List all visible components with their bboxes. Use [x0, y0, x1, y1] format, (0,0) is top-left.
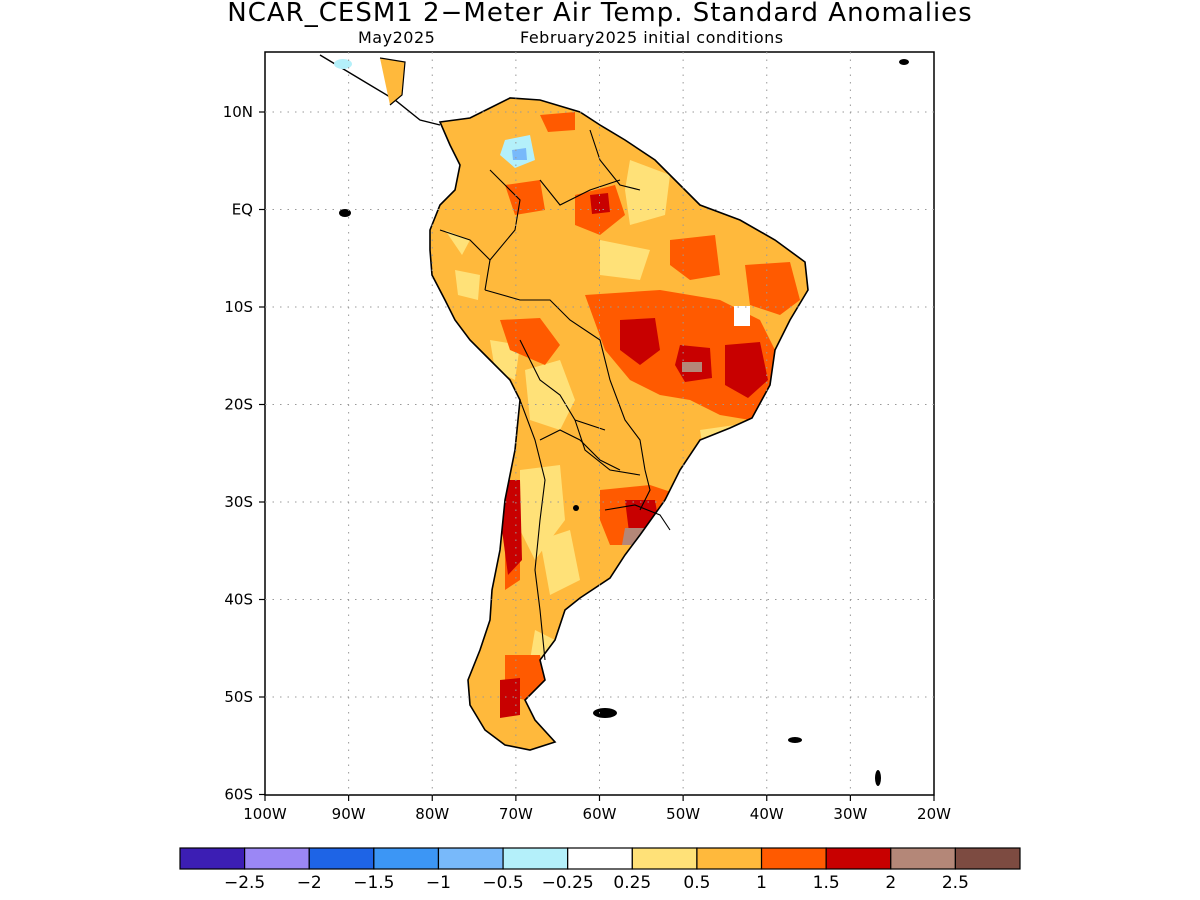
anomaly-region: [512, 148, 527, 160]
anomaly-region: [502, 480, 522, 575]
colorbar-swatch: [179, 847, 246, 870]
colorbar-label: −1: [426, 873, 451, 893]
lat-tick-label: 20S: [224, 396, 253, 414]
colorbar-label: 1.5: [813, 873, 840, 893]
anomaly-region: [745, 262, 800, 315]
colorbar-label: −0.25: [542, 873, 594, 893]
lon-tick-label: 50W: [666, 805, 700, 823]
colorbar-label: 0.5: [683, 873, 710, 893]
colorbar-swatch: [696, 847, 763, 870]
colorbar-label: 2: [885, 873, 896, 893]
lon-tick-label: 60W: [583, 805, 617, 823]
lat-tick-label: 50S: [224, 688, 253, 706]
lat-tick-label: EQ: [232, 201, 253, 219]
anomaly-region: [725, 342, 768, 398]
lon-tick-label: 90W: [332, 805, 366, 823]
lon-tick-label: 100W: [243, 805, 287, 823]
lon-tick-label: 70W: [499, 805, 533, 823]
anomaly-region: [500, 318, 560, 365]
anomaly-region: [734, 306, 750, 326]
colorbar-swatch: [890, 847, 956, 870]
lat-tick-label: 10N: [223, 103, 253, 121]
colorbar-swatch: [373, 847, 440, 870]
islands: [339, 59, 909, 786]
forecast-month: May2025: [358, 28, 436, 47]
anomaly-region: [670, 235, 720, 280]
anomaly-region: [600, 240, 650, 280]
graticule: 100W 90W 80W 70W 60W 50W 40W 30W 20W 10N EQ 10S 20S 3…: [223, 52, 951, 823]
colorbar-label: 1: [756, 873, 767, 893]
colorbar-swatch: [567, 847, 633, 870]
colorbar-swatch: [954, 847, 1021, 870]
colorbar-swatch: [760, 847, 827, 870]
anomaly-region: [540, 112, 575, 132]
anomaly-region: [625, 160, 670, 225]
lat-tick-label: 60S: [224, 786, 253, 804]
lon-tick-label: 20W: [917, 805, 951, 823]
colorbar: −2.5 −2 −1.5 −1 −0.5 −0.25 0.25 0.5 1 1.5 2 2.5: [179, 847, 1021, 893]
colorbar-swatch: [437, 847, 504, 870]
colorbar-label: −1.5: [353, 873, 394, 893]
lat-tick-label: 30S: [224, 493, 253, 511]
anomaly-region: [455, 270, 480, 300]
anomaly-region: [520, 465, 565, 560]
central-america-cool-spot: [334, 59, 352, 69]
colorbar-label: −2.5: [224, 873, 265, 893]
anomaly-region: [620, 318, 660, 365]
colorbar-swatch: [502, 847, 569, 870]
colorbar-label: −2: [297, 873, 322, 893]
lat-tick-label: 40S: [224, 591, 253, 609]
anomaly-region: [500, 678, 520, 718]
anomaly-region: [682, 362, 702, 372]
country-borders: [439, 129, 671, 661]
anomaly-region: [525, 360, 575, 430]
lon-tick-label: 40W: [750, 805, 784, 823]
colorbar-label: 2.5: [942, 873, 969, 893]
colorbar-label: −0.5: [482, 873, 523, 893]
anomaly-region: [445, 230, 470, 255]
colorbar-swatch: [825, 847, 892, 870]
colorbar-swatch: [244, 847, 310, 870]
lon-tick-label: 30W: [833, 805, 867, 823]
initial-conditions: February2025 initial conditions: [520, 28, 784, 47]
anomaly-region: [505, 180, 545, 215]
colorbar-label: 0.25: [613, 873, 651, 893]
lat-tick-label: 10S: [224, 298, 253, 316]
colorbar-swatch: [631, 847, 698, 870]
colorbar-swatch: [308, 847, 375, 870]
lon-tick-label: 80W: [415, 805, 449, 823]
central-america-land: [379, 57, 406, 106]
anomaly-region: [540, 530, 580, 595]
map-title: NCAR_CESM1 2−Meter Air Temp. Standard An…: [227, 0, 973, 28]
